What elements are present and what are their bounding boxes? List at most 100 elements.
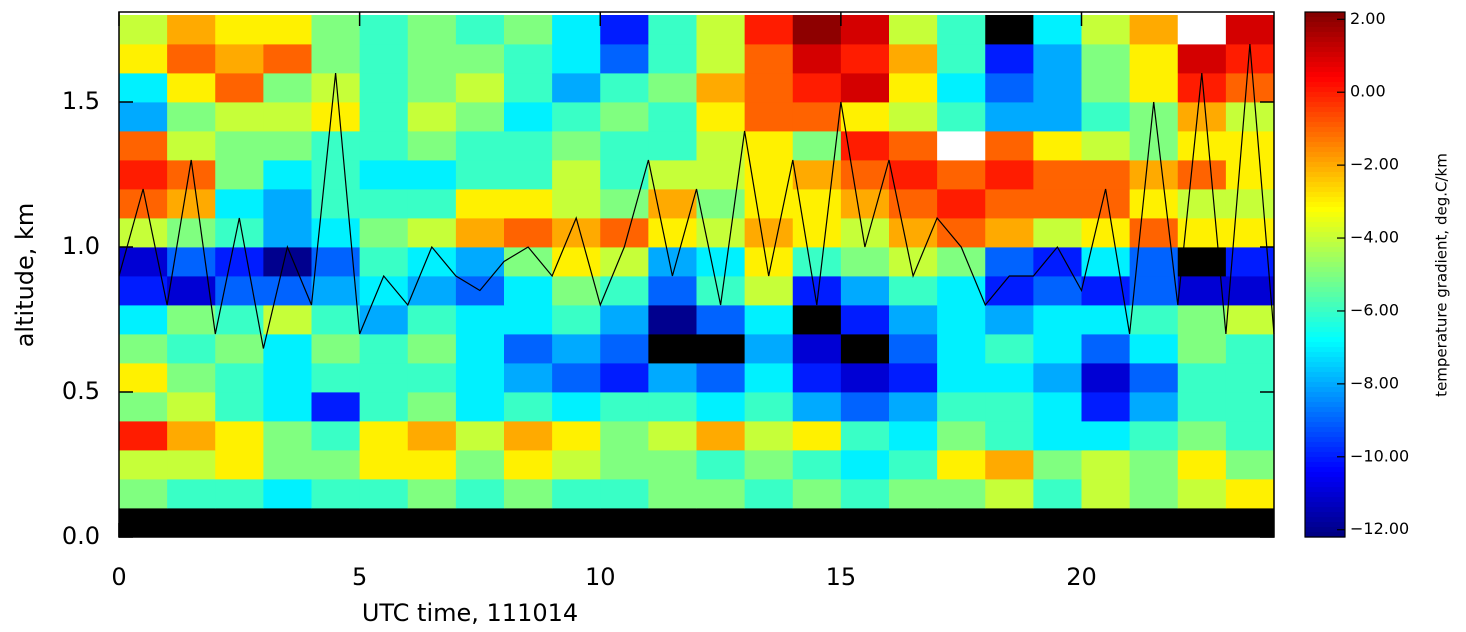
- colorbar-swatch: [1305, 382, 1345, 388]
- heatmap-cell: [311, 189, 361, 219]
- heatmap-cell: [359, 479, 409, 509]
- heatmap-cell: [889, 305, 938, 335]
- colorbar-swatch: [1305, 42, 1345, 48]
- heatmap-cell: [1081, 160, 1131, 190]
- colorbar-swatch: [1305, 102, 1345, 108]
- heatmap-cell: [552, 479, 601, 509]
- heatmap-cell: [359, 363, 409, 393]
- heatmap-cell: [552, 276, 601, 306]
- colorbar-swatch: [1305, 492, 1345, 498]
- colorbar-swatch: [1305, 487, 1345, 493]
- heatmap-cell: [455, 479, 505, 509]
- heatmap-cell: [552, 218, 601, 248]
- heatmap-cell: [792, 363, 842, 393]
- heatmap-cell: [744, 160, 794, 190]
- heatmap-cell: [840, 73, 890, 103]
- heatmap-cell: [696, 508, 746, 538]
- heatmap-cell: [504, 189, 553, 219]
- heatmap-cell: [359, 44, 409, 74]
- colorbar-swatch: [1305, 367, 1345, 373]
- heatmap-cell: [1177, 305, 1227, 335]
- heatmap-cell: [215, 450, 264, 480]
- heatmap-cell: [889, 160, 938, 190]
- heatmap-cell: [407, 15, 457, 45]
- heatmap-cell: [407, 276, 457, 306]
- heatmap-cell: [889, 218, 938, 248]
- heatmap-cell: [167, 189, 216, 219]
- heatmap-cell: [167, 218, 216, 248]
- heatmap-cell: [1081, 450, 1131, 480]
- heatmap-cell: [359, 508, 409, 538]
- heatmap-cell: [889, 421, 938, 451]
- heatmap-cell: [504, 363, 553, 393]
- heatmap-cell: [167, 508, 216, 538]
- colorbar-swatch: [1305, 197, 1345, 203]
- heatmap-cell: [744, 218, 794, 248]
- heatmap-cell: [552, 44, 601, 74]
- heatmap-cell: [1033, 421, 1082, 451]
- colorbar-swatch: [1305, 77, 1345, 83]
- colorbar-swatch: [1305, 262, 1345, 268]
- heatmap-cell: [696, 450, 746, 480]
- heatmap-cell: [600, 131, 649, 161]
- heatmap-cell: [1129, 276, 1179, 306]
- heatmap-cell: [504, 334, 553, 364]
- heatmap-cell: [1225, 305, 1275, 335]
- heatmap-cell: [840, 44, 890, 74]
- colorbar-swatch: [1305, 257, 1345, 263]
- heatmap-cell: [407, 44, 457, 74]
- heatmap-cell: [119, 305, 168, 335]
- heatmap-cell: [1177, 479, 1227, 509]
- heatmap-cell: [1081, 44, 1131, 74]
- heatmap-cell: [985, 44, 1034, 74]
- heatmap-cell: [744, 73, 794, 103]
- heatmap-cell: [1033, 450, 1082, 480]
- heatmap-cell: [407, 363, 457, 393]
- heatmap-cell: [985, 421, 1034, 451]
- heatmap-cell: [119, 15, 168, 45]
- heatmap-cell: [455, 189, 505, 219]
- heatmap-cell: [696, 73, 746, 103]
- heatmap-cell: [600, 160, 649, 190]
- heatmap-cell: [792, 218, 842, 248]
- colorbar-swatch: [1305, 112, 1345, 118]
- heatmap-cell: [455, 421, 505, 451]
- heatmap-cell: [1081, 73, 1131, 103]
- overlay-line: [118, 43, 1275, 349]
- colorbar-swatch: [1305, 62, 1345, 68]
- heatmap-cell: [455, 334, 505, 364]
- heatmap-cell: [840, 160, 890, 190]
- colorbar-swatch: [1305, 302, 1345, 308]
- x-tick-label: 15: [826, 563, 857, 591]
- colorbar-tick-label: 2.00: [1350, 9, 1386, 28]
- colorbar-swatch: [1305, 187, 1345, 193]
- colorbar-swatch: [1305, 387, 1345, 393]
- heatmap-cell: [937, 479, 986, 509]
- heatmap-cell: [937, 160, 986, 190]
- heatmap-cell: [359, 15, 409, 45]
- heatmap-cell: [359, 102, 409, 132]
- heatmap-cell: [455, 131, 505, 161]
- heatmap-cell: [311, 44, 361, 74]
- colorbar-swatch: [1305, 457, 1345, 463]
- colorbar-swatch: [1305, 192, 1345, 198]
- heatmap-cell: [648, 508, 697, 538]
- colorbar-swatch: [1305, 37, 1345, 43]
- colorbar-swatch: [1305, 522, 1345, 528]
- heatmap-cell: [215, 247, 264, 277]
- heatmap-cell: [263, 247, 312, 277]
- heatmap-cell: [359, 189, 409, 219]
- heatmap-cell: [792, 189, 842, 219]
- heatmap-cell: [648, 218, 697, 248]
- heatmap-cell: [455, 363, 505, 393]
- heatmap-cell: [1081, 421, 1131, 451]
- heatmap-cell: [455, 218, 505, 248]
- heatmap-cell: [1225, 421, 1275, 451]
- heatmap-cell: [359, 276, 409, 306]
- heatmap-cell: [1225, 479, 1275, 509]
- heatmap-cell: [167, 305, 216, 335]
- colorbar-swatch: [1305, 527, 1345, 533]
- heatmap-cell: [1177, 189, 1227, 219]
- heatmap-cell: [600, 508, 649, 538]
- heatmap-cell: [215, 131, 264, 161]
